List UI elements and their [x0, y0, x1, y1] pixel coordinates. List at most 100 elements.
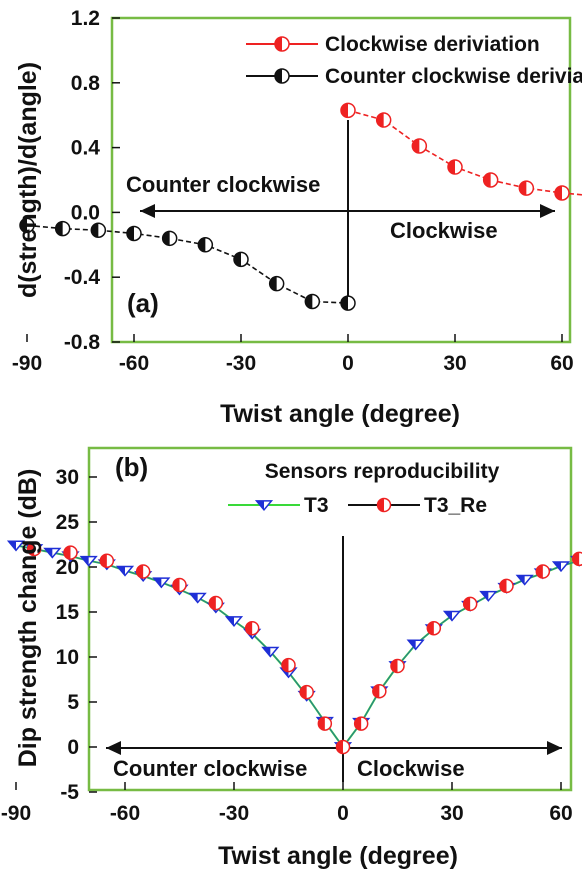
panel-b-t3re-point [172, 577, 187, 593]
panel-b-t3re-point [208, 595, 224, 611]
panel-b-t3-point [115, 565, 135, 577]
panel-b-counter-clockwise-label: Counter clockwise [113, 756, 307, 781]
legend-clockwise-marker [274, 36, 290, 52]
panel-a-y-tick-label: 0.4 [71, 137, 101, 160]
panel-b-t3-point [479, 590, 498, 602]
panel-b-t3re-point [26, 541, 42, 557]
panel-b-t3-point [515, 574, 534, 586]
panel-b-t3re-point [317, 716, 333, 731]
panel-a-x-tick-label: 30 [443, 352, 466, 375]
panel-a-data-point [554, 185, 570, 201]
panel-a-data-point [126, 225, 142, 242]
panel-a-y-tick-label: -0.8 [64, 331, 101, 354]
legend-counter-marker [274, 68, 290, 84]
legend-clockwise-label: Clockwise deriviation [325, 33, 540, 56]
panel-b-left-arrow [106, 741, 121, 755]
panel-a-data-point [482, 172, 499, 188]
panel-a-data-point [411, 138, 428, 154]
panel-b-y-tick-label: 20 [56, 556, 79, 579]
panel-a-y-axis-label: d(strength)/d(angle) [14, 62, 42, 298]
panel-b-x-tick-label: -60 [110, 802, 140, 825]
panel-b-x-tick-label: -30 [219, 802, 249, 825]
panel-a-label: (a) [127, 288, 159, 318]
panel-b-t3re-point [135, 564, 151, 579]
panel-a-y-tick-label: -0.4 [64, 266, 101, 289]
panel-b-title: Sensors reproducibility [265, 460, 500, 483]
panel-b-t3-line [15, 544, 582, 749]
panel-b-y-tick-label: 25 [56, 511, 80, 534]
panel-a-left-arrow [140, 204, 155, 218]
panel-b-y-tick-label: -5 [60, 781, 79, 804]
panel-b-t3-point [43, 547, 62, 559]
panel-b-frame [87, 446, 573, 792]
panel-b-t3-point [152, 577, 171, 589]
panel-b-x-tick-label: -90 [1, 802, 31, 825]
panel-b-t3re-point [499, 578, 514, 594]
legend-t3-label: T3 [304, 494, 329, 517]
panel-b-right-arrow [547, 741, 562, 755]
panel-b-t3re-point [244, 620, 260, 636]
panel-b-x-axis-label: Twist angle (degree) [218, 842, 458, 870]
panel-a-data-point [518, 180, 535, 196]
panel-b-x-tick-label: 0 [337, 802, 349, 825]
panel-a-data-point [447, 159, 463, 175]
panel-a-x-tick-label: 0 [342, 352, 354, 375]
panel-a-x-axis-label: Twist angle (degree) [220, 400, 460, 428]
panel-b-legend: T3 T3_Re [228, 494, 487, 517]
panel-b-t3re-point [372, 683, 387, 699]
panel-a-data-point [340, 295, 356, 311]
panel-b-t3-point [188, 592, 207, 604]
panel-b-y-tick-label: 15 [56, 601, 80, 624]
panel-b-t3re-point [535, 564, 551, 579]
panel-b-y-tick-label: 30 [56, 466, 79, 489]
panel-b-t3re-point [353, 716, 369, 731]
panel-b-y-tick-label: 5 [67, 691, 79, 714]
panel-b-t3re-point [281, 657, 296, 673]
panel-a-data-point [375, 112, 392, 128]
legend-t3-marker [254, 500, 274, 512]
panel-a-y-tick-label: 1.2 [71, 7, 100, 30]
panel-a-series-line [347, 109, 582, 196]
panel-a-x-tick-label: -60 [119, 352, 149, 375]
panel-a-data-point [340, 102, 356, 119]
panel-b-label: (b) [115, 452, 148, 482]
panel-a-y-tick-label: 0.8 [71, 72, 101, 95]
panel-a-x-tick-label: 60 [550, 352, 573, 375]
panel-a-data-point [304, 293, 321, 310]
panel-b-t3-point [551, 561, 571, 573]
panel-a-data-point [233, 251, 249, 268]
panel-b-t3re-point [390, 658, 405, 674]
panel-a-data-point [268, 275, 285, 292]
panel-b-t3re-point [426, 620, 442, 636]
panel-b-t3-point [406, 639, 425, 651]
panel-b-x-tick-label: 60 [549, 802, 572, 825]
legend-counter-label: Counter clockwise deriviation [325, 65, 582, 88]
panel-a-data-point [19, 217, 35, 234]
panel-b-x-tick-label: 30 [440, 802, 463, 825]
panel-b-t3-point [6, 540, 26, 552]
panel-a-right-arrow [540, 204, 555, 218]
panel-b-t3-line-dark [15, 544, 582, 748]
panel-b-t3re-point [99, 553, 115, 568]
panel-b-y-axis-label: Dip strength change (dB) [14, 469, 42, 768]
panel-a-y-tick-label: 0.0 [71, 201, 100, 224]
panel-a-clockwise-label: Clockwise [390, 218, 498, 243]
panel-a-legend: Clockwise deriviation Counter clockwise … [246, 33, 582, 88]
panel-a-series-line [26, 224, 349, 304]
panel-b-t3-point [261, 646, 280, 658]
panel-b-t3re-point [462, 596, 478, 612]
panel-b-t3-point [79, 555, 98, 567]
panel-a-data-point [161, 230, 178, 247]
panel-a: -90-60-300306090-0.8-0.40.00.40.81.2 Cou… [12, 7, 582, 428]
panel-a-x-tick-label: -30 [226, 352, 256, 375]
legend-t3re-marker [376, 497, 392, 513]
panel-a-data-point [54, 220, 71, 237]
panel-b-t3re-point [335, 739, 351, 755]
panel-b-t3re-point [571, 551, 582, 567]
legend-t3re-label: T3_Re [424, 494, 487, 517]
panel-b-t3re-point [299, 684, 314, 700]
panel-b-t3re-point [63, 545, 78, 560]
panel-b-y-tick-label: 0 [67, 736, 79, 759]
